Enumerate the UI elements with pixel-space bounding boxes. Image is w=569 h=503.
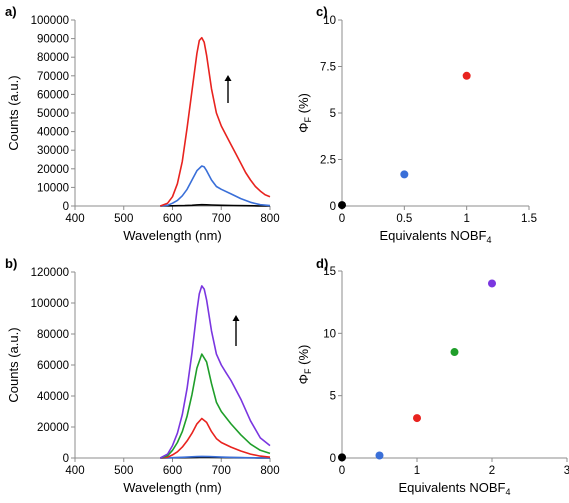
x-tick-label: 400 — [65, 465, 84, 477]
y-tick-label: 7.5 — [320, 62, 336, 74]
x-tick-label: 500 — [114, 213, 133, 225]
x-axis-label: Wavelength (nm) — [123, 228, 222, 243]
panel-label: c) — [316, 4, 328, 19]
y-tick-label: 50000 — [37, 108, 69, 120]
y-tick-label: 0 — [63, 201, 69, 213]
panel-label: d) — [316, 256, 328, 271]
y-tick-label: 20000 — [37, 422, 69, 434]
scatter-point-black — [338, 453, 346, 462]
x-tick-label: 700 — [212, 465, 231, 477]
chart-panel-a: a) 0 10000 20000 30000 40000 50000 60000 70000 80… — [5, 4, 280, 243]
series-line-red — [160, 417, 271, 459]
y-tick-label: 2.5 — [320, 155, 336, 167]
y-tick-label: 10 — [323, 15, 336, 27]
y-tick-label: 5 — [330, 391, 336, 403]
series-line-purple — [159, 285, 271, 459]
x-tick-label: 600 — [163, 465, 182, 477]
y-tick-label: 70000 — [37, 71, 69, 83]
y-tick-label: 0 — [330, 201, 336, 213]
scatter-point-black — [338, 201, 346, 210]
x-tick-label: 700 — [212, 213, 231, 225]
scatter-point-blue — [400, 170, 409, 179]
x-axis-label: Equivalents NOBF4 — [399, 480, 511, 497]
y-tick-label: 80000 — [37, 52, 69, 64]
x-tick-label: 0 — [339, 213, 345, 225]
x-tick-label: 0.5 — [396, 213, 412, 225]
y-tick-label: 60000 — [37, 89, 69, 101]
x-tick-label: 2 — [489, 465, 495, 477]
x-tick-label: 800 — [260, 213, 279, 225]
chart-panel-b: b) 0 20000 40000 60000 80000 100000 120000 400 50… — [5, 256, 280, 495]
y-axis-label: ΦF (%) — [296, 93, 313, 133]
y-tick-label: 30000 — [37, 145, 69, 157]
series-line-green — [160, 353, 271, 459]
series-line-red — [160, 36, 271, 207]
scatter-point-green — [450, 348, 459, 357]
y-tick-label: 15 — [323, 266, 336, 278]
x-tick-label: 400 — [65, 213, 84, 225]
y-tick-label: 10000 — [37, 182, 69, 194]
y-tick-label: 10 — [323, 328, 336, 340]
increase-arrow-head — [232, 315, 240, 321]
x-tick-label: 3 — [564, 465, 569, 477]
y-tick-label: 100000 — [31, 298, 69, 310]
x-tick-label: 1 — [463, 213, 469, 225]
series-line-blue — [160, 165, 271, 207]
chart-panel-c: c) 0 2.5 5 7.5 10 0 0.5 1 1.5 Equivalents NOBF4 ΦF … — [296, 4, 537, 245]
x-tick-label: 1 — [414, 465, 420, 477]
y-tick-label: 120000 — [31, 267, 69, 279]
y-axis-label: Counts (a.u.) — [6, 75, 21, 150]
y-tick-label: 100000 — [31, 15, 69, 27]
x-tick-label: 600 — [163, 213, 182, 225]
x-tick-label: 800 — [260, 465, 279, 477]
series-line-blue — [160, 455, 271, 459]
y-tick-label: 5 — [330, 108, 336, 120]
y-tick-label: 40000 — [37, 391, 69, 403]
y-tick-label: 20000 — [37, 164, 69, 176]
y-tick-label: 60000 — [37, 360, 69, 372]
scatter-point-red — [413, 414, 421, 423]
scatter-point-purple — [488, 279, 496, 288]
x-axis-label: Equivalents NOBF4 — [380, 228, 492, 245]
y-tick-label: 0 — [63, 453, 69, 465]
y-tick-label: 0 — [330, 453, 336, 465]
y-axis-label: ΦF (%) — [296, 345, 313, 385]
chart-panel-d: d) 0 5 10 15 0 1 2 3 Equivalents NOBF4 ΦF (%) — [296, 256, 569, 497]
y-tick-label: 90000 — [37, 34, 69, 46]
x-tick-label: 500 — [114, 465, 133, 477]
panel-label: a) — [5, 4, 17, 19]
scatter-point-blue — [375, 451, 384, 460]
x-tick-label: 0 — [339, 465, 345, 477]
y-tick-label: 40000 — [37, 127, 69, 139]
panel-label: b) — [5, 256, 17, 271]
scatter-point-red — [462, 71, 471, 80]
increase-arrow-head — [224, 75, 232, 81]
x-axis-label: Wavelength (nm) — [123, 480, 222, 495]
y-axis-label: Counts (a.u.) — [6, 327, 21, 402]
series-line-black — [160, 203, 271, 207]
y-tick-label: 80000 — [37, 329, 69, 341]
x-tick-label: 1.5 — [521, 213, 537, 225]
